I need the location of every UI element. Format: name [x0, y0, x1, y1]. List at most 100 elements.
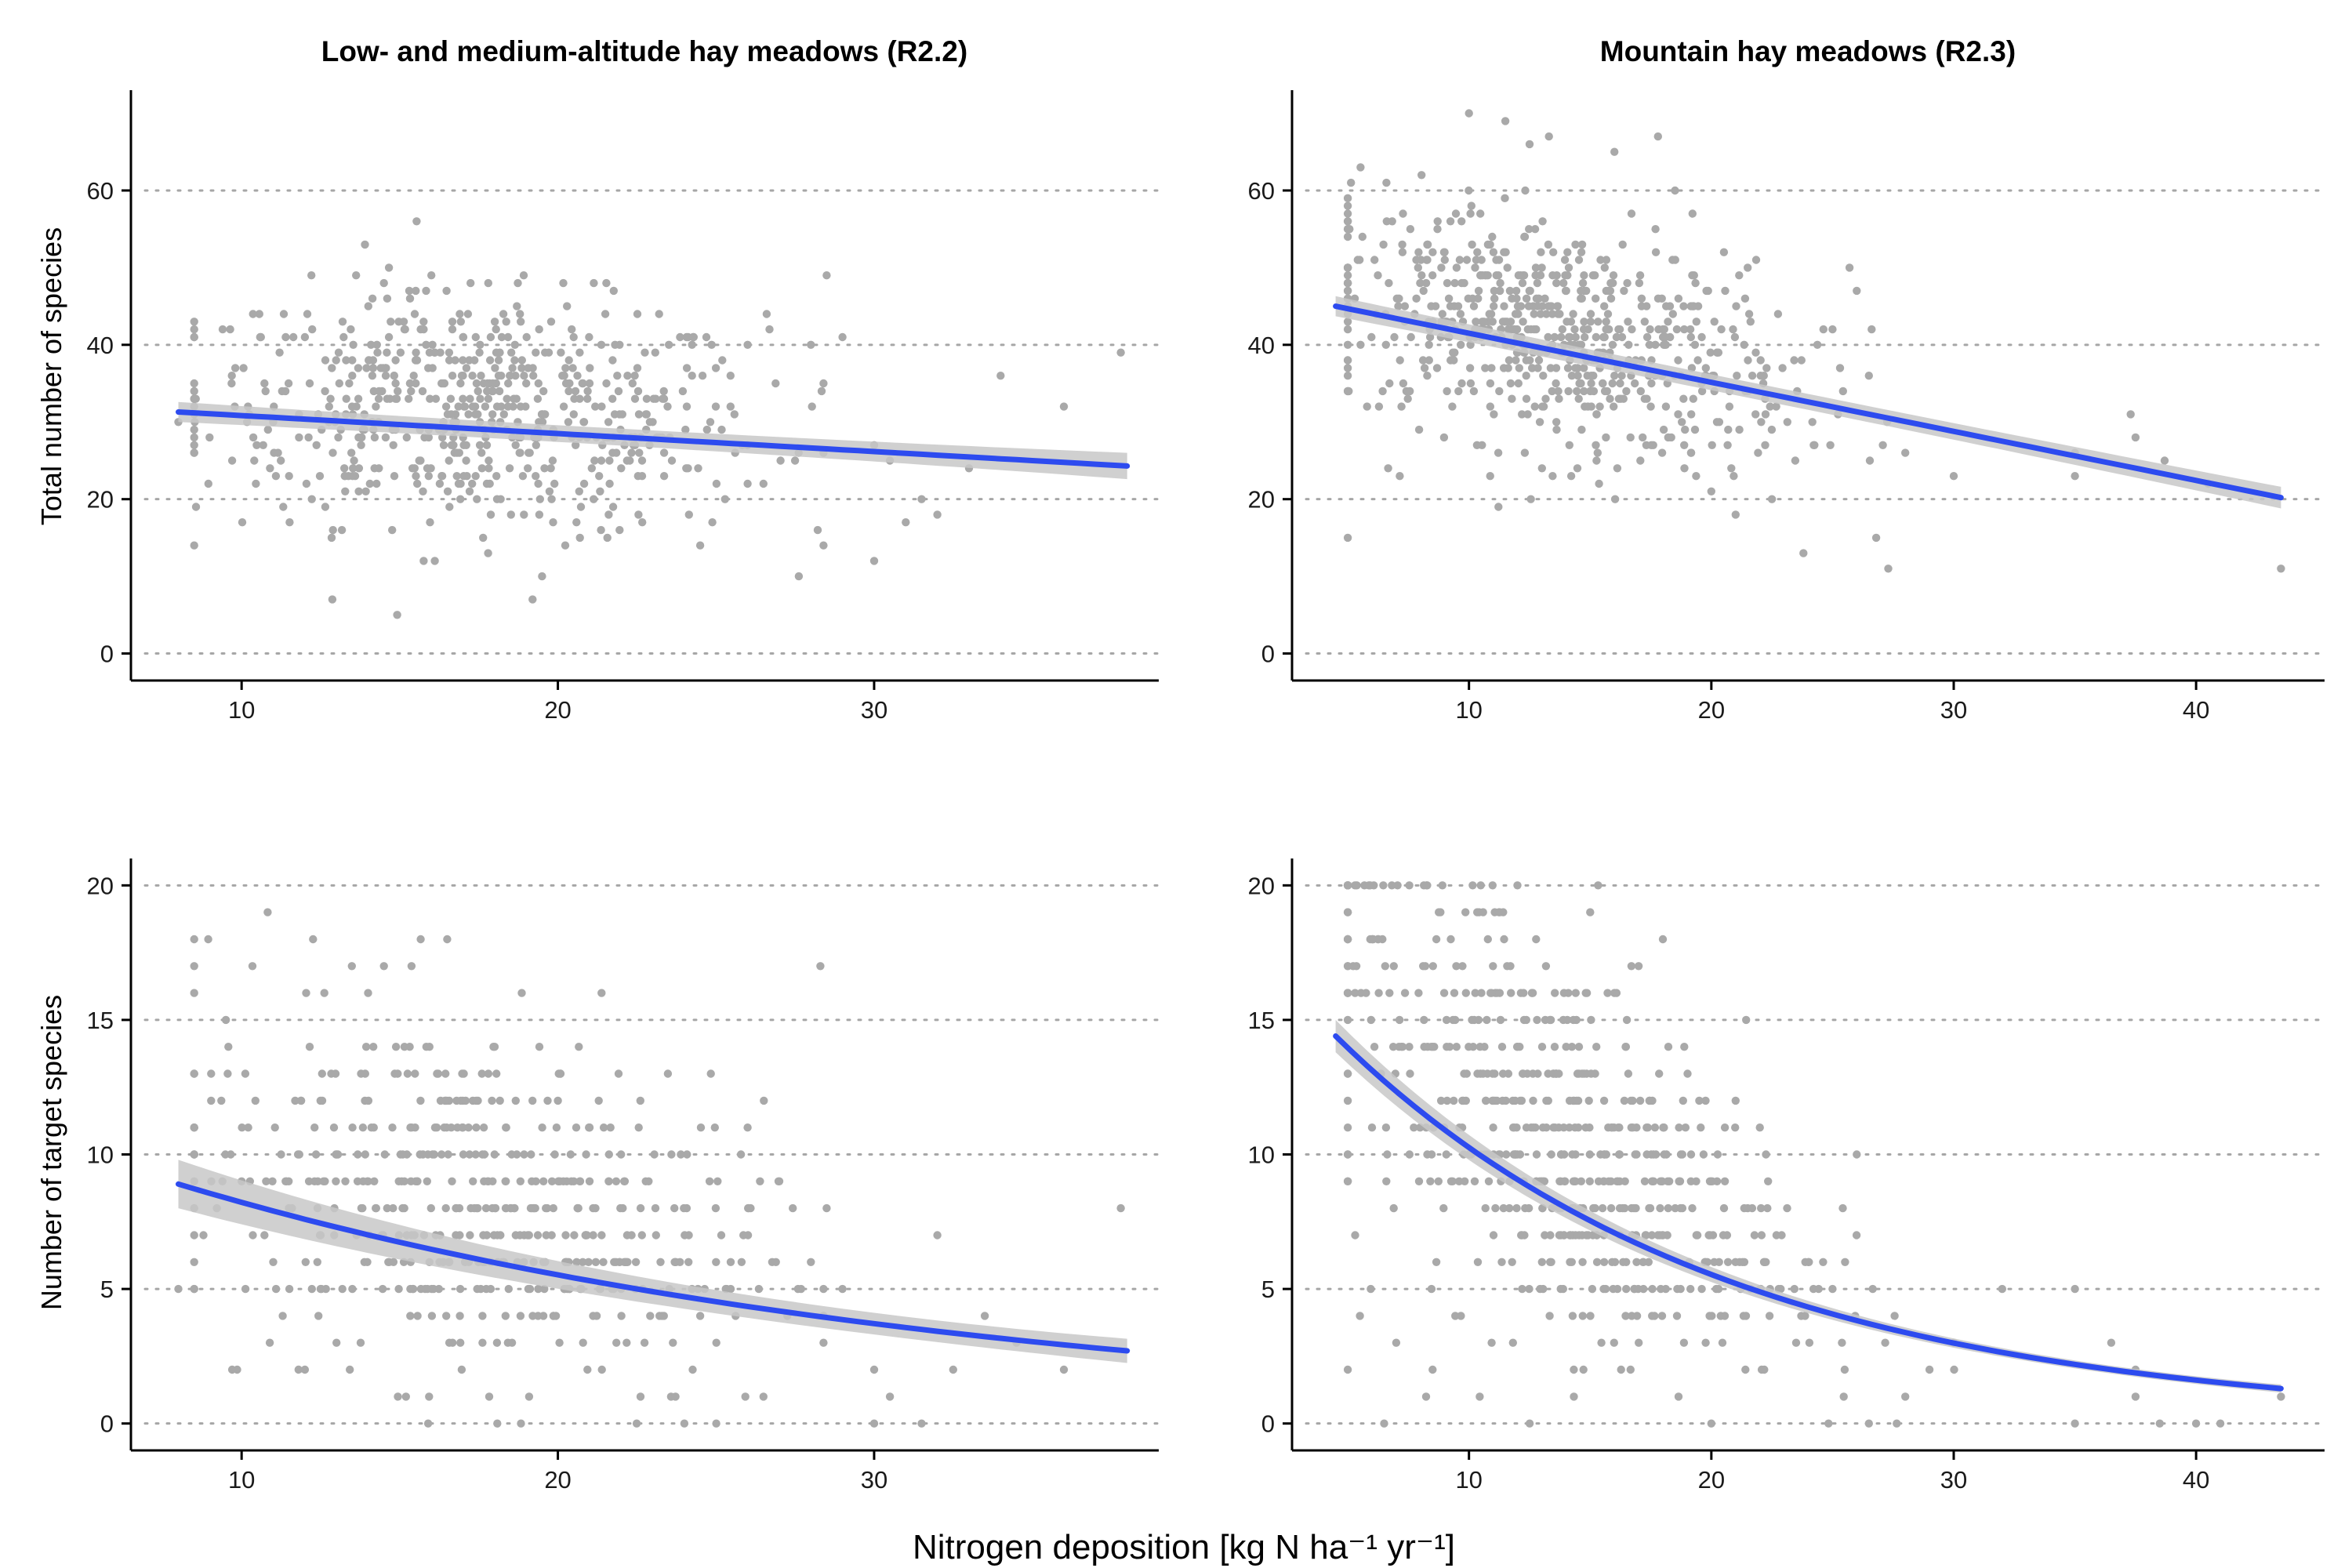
data-point [1343, 372, 1352, 380]
data-point [1693, 1231, 1702, 1240]
data-point [318, 1069, 326, 1078]
data-point [1552, 379, 1560, 388]
data-point [1662, 302, 1671, 310]
data-point [1535, 418, 1544, 426]
data-point [1592, 456, 1601, 465]
data-point [689, 332, 698, 342]
data-point [1541, 394, 1550, 403]
data-point [1580, 1069, 1588, 1078]
data-point [422, 286, 430, 296]
data-point [389, 1203, 397, 1213]
data-point [1683, 1069, 1692, 1078]
data-point [560, 372, 568, 380]
data-point [1343, 1069, 1352, 1078]
data-point [291, 1096, 299, 1105]
data-point [1534, 356, 1544, 365]
data-point [1552, 278, 1561, 288]
data-point [424, 472, 433, 481]
data-point [352, 271, 361, 280]
data-point [490, 1043, 499, 1051]
data-point [398, 1150, 407, 1159]
data-point [305, 1043, 314, 1051]
data-point [1719, 248, 1729, 256]
data-point [633, 310, 642, 318]
data-point [391, 394, 400, 403]
data-point [634, 510, 643, 519]
data-point [543, 1096, 552, 1105]
data-point [566, 1150, 575, 1159]
data-point [1343, 989, 1352, 997]
data-point [1427, 1150, 1436, 1159]
data-point [1839, 1392, 1848, 1401]
data-point [1356, 256, 1364, 264]
data-point [819, 541, 828, 550]
data-point [545, 487, 554, 495]
data-point [1656, 1203, 1664, 1213]
data-point [1397, 402, 1406, 411]
data-point [590, 278, 598, 288]
x-tick-label: 40 [2183, 1466, 2209, 1494]
data-point [249, 433, 258, 442]
data-point [1385, 278, 1393, 288]
data-point [590, 456, 599, 465]
data-point [1571, 364, 1580, 372]
fit-line [1333, 303, 2284, 501]
data-point [1838, 1338, 1846, 1347]
data-point [1699, 1150, 1708, 1159]
data-point [1632, 1203, 1640, 1213]
data-point [1485, 310, 1494, 318]
data-point [275, 348, 284, 357]
data-point [410, 310, 419, 318]
data-point [1642, 332, 1652, 342]
data-point [372, 479, 381, 488]
data-point [1868, 1284, 1877, 1294]
data-point [419, 557, 428, 565]
data-point [606, 1123, 615, 1132]
data-point [717, 1231, 726, 1240]
data-point [387, 318, 395, 326]
data-point [524, 464, 532, 473]
data-point [483, 387, 492, 396]
data-point [576, 503, 586, 511]
data-point [1693, 356, 1702, 365]
data-point [1473, 908, 1482, 916]
data-point [1645, 340, 1654, 349]
data-point [646, 1312, 655, 1320]
data-point [1481, 364, 1490, 372]
data-point [416, 456, 425, 465]
data-point [520, 372, 528, 380]
data-point [807, 340, 815, 349]
data-point [391, 356, 400, 365]
data-point [705, 1177, 714, 1186]
data-point [1577, 1177, 1586, 1186]
data-point [561, 1231, 570, 1240]
data-point [1511, 325, 1519, 334]
data-point [1479, 908, 1487, 916]
data-point [1635, 1096, 1645, 1105]
data-point [1676, 1203, 1685, 1213]
data-point [1538, 402, 1547, 411]
data-point [507, 1338, 517, 1347]
data-point [1635, 1338, 1643, 1347]
data-point [596, 487, 604, 495]
data-point [1727, 464, 1736, 473]
data-point [456, 318, 465, 326]
data-point [340, 472, 350, 481]
data-point [1432, 364, 1442, 372]
data-point [241, 1069, 250, 1078]
data-point [627, 1231, 636, 1240]
data-point [1435, 908, 1443, 916]
data-point [1573, 1069, 1582, 1078]
data-point [695, 541, 705, 550]
data-point [1483, 935, 1493, 944]
data-point [712, 479, 721, 488]
data-point [1757, 418, 1766, 426]
data-point [1674, 294, 1683, 303]
data-point [1720, 1177, 1730, 1186]
data-point [1731, 510, 1740, 519]
data-point [484, 1069, 493, 1078]
data-point [313, 1258, 321, 1267]
data-point [285, 518, 294, 527]
data-point [1715, 418, 1724, 426]
data-point [412, 348, 420, 357]
